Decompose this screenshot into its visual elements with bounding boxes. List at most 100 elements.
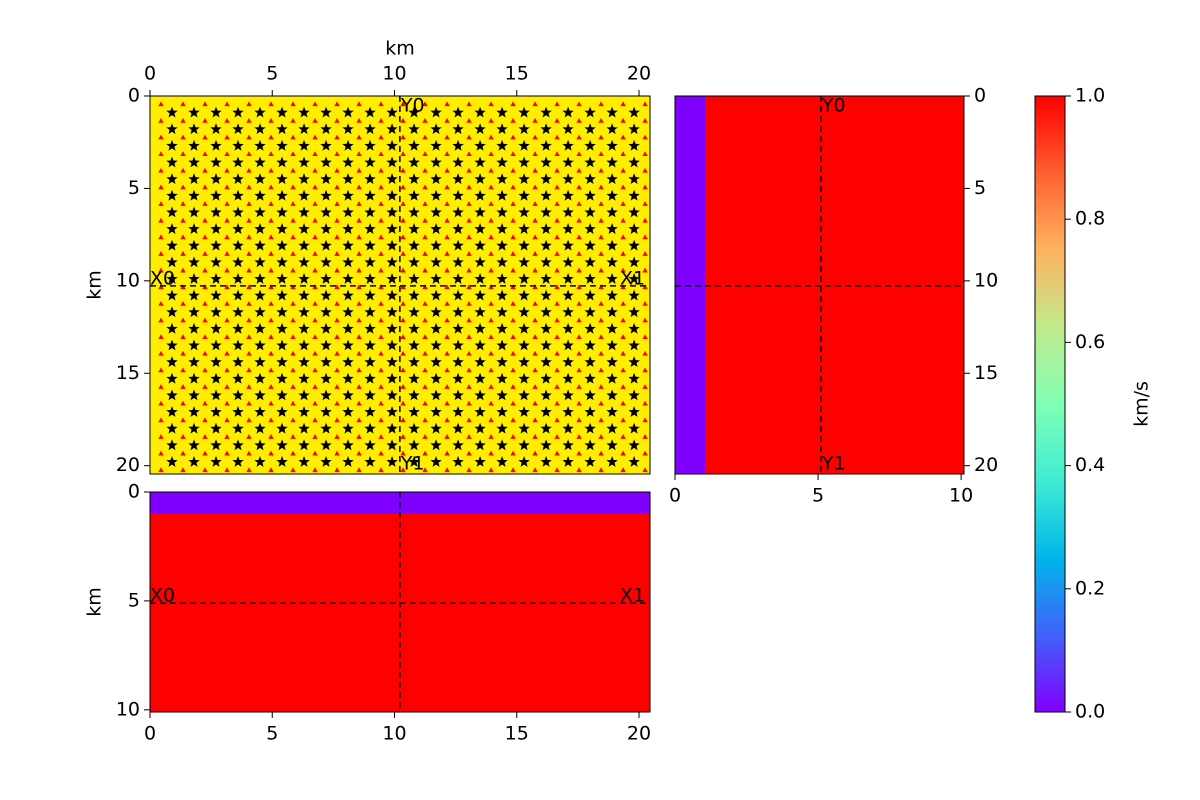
star	[628, 389, 640, 401]
star	[210, 306, 222, 318]
triangle	[576, 234, 582, 240]
triangle	[334, 417, 340, 423]
triangle	[334, 217, 340, 223]
triangle	[268, 417, 274, 423]
triangle	[510, 367, 516, 373]
triangle	[532, 151, 538, 157]
triangle	[554, 167, 560, 173]
triangle	[334, 167, 340, 173]
triangle	[158, 284, 164, 290]
triangle	[268, 400, 274, 406]
star	[584, 339, 596, 351]
star	[166, 173, 178, 185]
triangle	[202, 350, 208, 356]
star	[298, 206, 310, 218]
star	[386, 239, 398, 251]
triangle	[246, 184, 252, 190]
triangle	[422, 434, 428, 439]
triangle	[378, 317, 384, 323]
triangle	[444, 367, 450, 373]
triangle	[510, 450, 516, 456]
star	[320, 189, 332, 201]
star	[408, 455, 420, 467]
triangle	[576, 117, 582, 123]
star	[540, 406, 552, 417]
triangle	[312, 101, 318, 107]
star	[298, 156, 310, 168]
star	[232, 356, 244, 368]
star	[518, 189, 530, 201]
star	[606, 406, 618, 417]
star	[584, 123, 596, 135]
star	[298, 239, 310, 251]
tick-label: 0	[128, 481, 140, 503]
star	[430, 239, 442, 251]
triangle	[510, 400, 516, 406]
star	[584, 389, 596, 401]
triangle	[224, 367, 230, 373]
triangle	[334, 151, 340, 157]
star	[298, 406, 310, 417]
triangle	[598, 450, 604, 456]
triangle	[334, 267, 340, 273]
star	[254, 439, 266, 451]
triangle	[290, 467, 296, 473]
triangle	[444, 384, 450, 389]
triangle	[246, 384, 252, 389]
star	[474, 173, 486, 185]
star	[408, 372, 420, 384]
triangle	[488, 367, 494, 373]
triangle	[246, 267, 252, 273]
star	[364, 173, 376, 185]
tick-label: 10	[949, 485, 973, 507]
triangle	[180, 417, 186, 423]
triangle	[400, 251, 406, 256]
star	[232, 223, 244, 234]
triangle	[642, 117, 648, 123]
star	[496, 322, 508, 334]
star	[386, 406, 398, 417]
tick-label: 15	[974, 362, 998, 384]
triangle	[510, 267, 516, 273]
triangle	[488, 267, 494, 273]
triangle	[356, 450, 362, 456]
triangle	[224, 317, 230, 323]
triangle	[180, 201, 186, 206]
triangle	[444, 450, 450, 456]
triangle	[400, 417, 406, 423]
triangle	[620, 450, 626, 456]
star	[628, 173, 640, 185]
triangle	[532, 184, 538, 190]
triangle	[158, 184, 164, 190]
star	[540, 422, 552, 434]
star	[496, 406, 508, 417]
triangle	[532, 417, 538, 423]
triangle	[246, 417, 252, 423]
triangle	[268, 167, 274, 173]
triangle	[598, 284, 604, 290]
triangle	[356, 284, 362, 290]
tick-label: 10	[382, 723, 406, 745]
triangle	[510, 384, 516, 389]
star	[342, 339, 354, 351]
star	[320, 139, 332, 151]
star	[430, 339, 442, 351]
star	[628, 372, 640, 384]
star	[496, 389, 508, 401]
star	[364, 139, 376, 151]
triangle	[576, 367, 582, 373]
star	[430, 173, 442, 185]
panel-frame	[149, 95, 651, 475]
star	[386, 223, 398, 234]
triangle	[642, 234, 648, 240]
triangle	[642, 467, 648, 473]
star	[210, 422, 222, 434]
star	[386, 106, 398, 118]
star	[254, 206, 266, 218]
triangle	[488, 101, 494, 107]
star	[364, 439, 376, 451]
triangle	[642, 384, 648, 389]
triangle	[466, 117, 472, 123]
triangle	[532, 317, 538, 323]
triangle	[180, 234, 186, 240]
